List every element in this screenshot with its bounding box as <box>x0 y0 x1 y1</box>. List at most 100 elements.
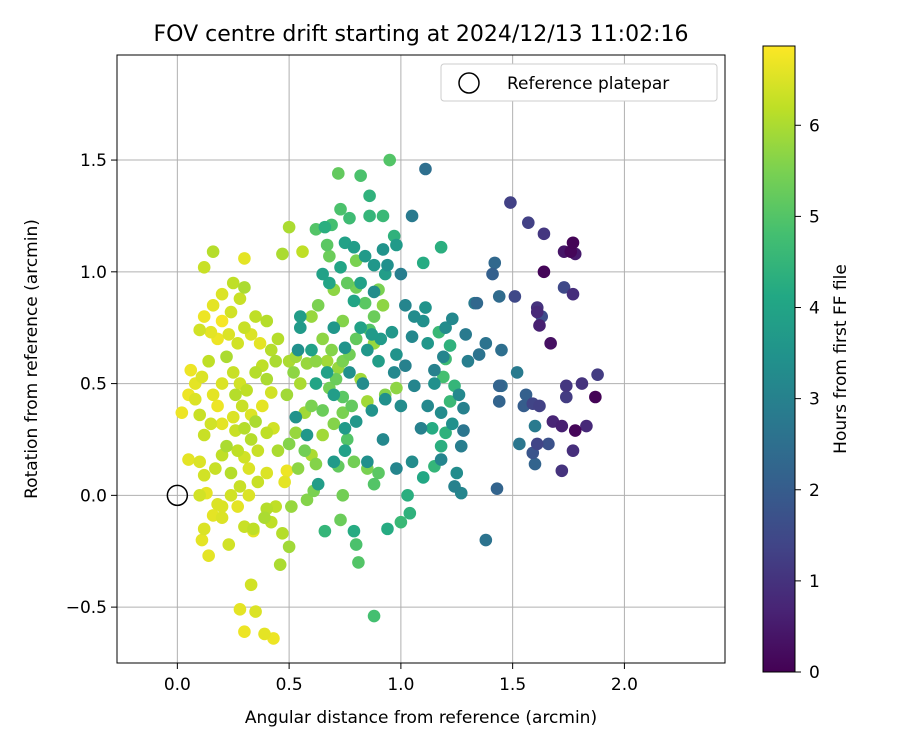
data-point <box>559 390 573 404</box>
data-point <box>443 339 457 352</box>
data-point <box>381 522 394 536</box>
chart-title: FOV centre drift starting at 2024/12/13 … <box>154 22 689 47</box>
data-point <box>231 337 245 350</box>
data-point <box>358 249 372 263</box>
data-point <box>439 321 452 335</box>
data-point <box>202 549 215 563</box>
data-point <box>258 511 271 525</box>
data-point <box>376 209 390 223</box>
data-point <box>282 437 296 451</box>
data-point <box>459 328 473 341</box>
data-point <box>407 310 421 323</box>
data-point <box>437 350 450 364</box>
data-point <box>519 388 533 402</box>
legend-marker-icon <box>458 72 480 94</box>
x-axis-ticks: 0.0 0.5 1.0 1.5 2.0 <box>164 663 638 695</box>
data-point <box>390 381 403 395</box>
data-point <box>336 314 350 328</box>
data-point <box>300 493 314 507</box>
data-point <box>291 462 305 475</box>
data-point <box>291 343 305 357</box>
data-point <box>405 330 419 343</box>
data-point <box>233 603 247 616</box>
x-axis-label: Angular distance from reference (arcmin) <box>245 708 597 728</box>
data-point <box>334 261 347 274</box>
data-point <box>320 354 334 368</box>
data-point <box>530 437 544 451</box>
data-point <box>376 299 390 312</box>
data-point <box>305 343 318 357</box>
data-point <box>356 377 370 390</box>
y-tick-label: 1.5 <box>80 151 107 171</box>
data-point <box>537 265 551 279</box>
data-point <box>394 267 408 281</box>
data-point <box>434 453 448 466</box>
y-tick-label: −0.5 <box>66 598 107 618</box>
data-point <box>309 377 323 390</box>
data-point <box>343 366 356 379</box>
data-point <box>557 281 571 294</box>
data-point <box>197 468 211 482</box>
data-point <box>508 290 522 303</box>
data-point <box>347 455 361 469</box>
data-point <box>566 236 580 250</box>
data-point <box>238 321 251 335</box>
data-point <box>486 267 499 281</box>
data-point <box>349 538 363 551</box>
data-point <box>566 287 580 301</box>
data-point <box>421 337 435 350</box>
data-point <box>206 299 220 312</box>
data-point <box>383 153 397 167</box>
colorbar-label: Hours from first FF file <box>831 264 851 454</box>
data-point <box>211 399 224 413</box>
data-point <box>349 415 363 428</box>
data-point <box>387 366 401 379</box>
data-point <box>457 401 470 415</box>
data-point <box>461 354 475 368</box>
data-point <box>320 238 334 252</box>
data-point <box>247 522 260 536</box>
data-point <box>260 314 274 328</box>
data-point <box>193 408 207 422</box>
legend: Reference platepar <box>440 63 718 102</box>
data-point <box>249 605 262 618</box>
data-point <box>251 444 265 457</box>
data-point <box>280 388 294 402</box>
data-point <box>215 511 229 525</box>
data-point <box>568 424 582 437</box>
data-point <box>416 256 430 270</box>
data-point <box>222 538 236 551</box>
data-point <box>542 437 555 451</box>
data-point <box>193 489 207 502</box>
data-point <box>376 433 390 446</box>
data-point <box>385 325 399 339</box>
data-point <box>566 444 580 457</box>
data-point <box>479 337 493 350</box>
data-point <box>349 332 363 346</box>
data-point <box>211 497 224 511</box>
data-point <box>224 305 238 319</box>
data-point <box>242 489 256 502</box>
data-point <box>490 482 504 495</box>
data-point <box>287 366 300 379</box>
data-point <box>394 399 408 413</box>
data-point <box>363 209 376 223</box>
data-point <box>296 245 309 259</box>
data-point <box>445 417 459 431</box>
data-point <box>513 437 526 451</box>
x-tick-label: 1.5 <box>499 675 526 695</box>
data-point <box>555 464 569 478</box>
data-point <box>209 462 222 475</box>
x-tick-label: 0.5 <box>276 675 303 695</box>
data-point <box>533 399 546 413</box>
data-point <box>282 540 296 554</box>
data-point <box>450 466 464 480</box>
plot-frame <box>116 54 726 664</box>
data-point <box>323 249 336 263</box>
data-point <box>338 341 352 355</box>
data-point <box>347 524 361 538</box>
data-point <box>184 363 198 377</box>
data-point <box>249 415 262 428</box>
data-point <box>202 354 215 368</box>
data-point <box>320 366 334 379</box>
